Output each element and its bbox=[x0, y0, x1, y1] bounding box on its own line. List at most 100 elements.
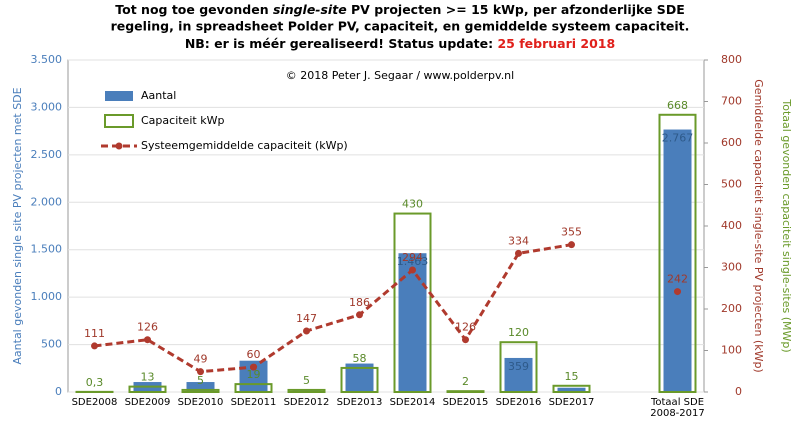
value-label: 2 bbox=[462, 375, 469, 388]
point bbox=[144, 336, 151, 344]
y-tick-label: 500 bbox=[41, 338, 62, 351]
legend-swatch bbox=[104, 114, 134, 128]
x-tick-label: SDE2011 bbox=[230, 397, 277, 408]
outline-bar bbox=[234, 383, 273, 393]
y-tick-label: 3.500 bbox=[31, 53, 63, 66]
x-tick-label: SDE2016 bbox=[495, 397, 542, 408]
value-label: 126 bbox=[137, 321, 158, 334]
value-label: 111 bbox=[84, 327, 105, 340]
chart-title-line: Tot nog toe gevonden single-site PV proj… bbox=[115, 2, 684, 17]
y2-tick-label: 300 bbox=[721, 261, 742, 274]
y-tick-label: 3.000 bbox=[31, 100, 63, 113]
y-axis-title: Aantal gevonden single site PV projecten… bbox=[11, 87, 24, 364]
y2-tick-label: 0 bbox=[735, 385, 742, 398]
y2-tick-label: 100 bbox=[721, 344, 742, 357]
point bbox=[462, 336, 469, 344]
value-label: 126 bbox=[455, 321, 476, 334]
legend-label: Systeemgemiddelde capaciteit (kWp) bbox=[141, 139, 348, 152]
value-label: 294 bbox=[402, 251, 423, 264]
title-part: PV projecten >= 15 kWp, per afzonderlijk… bbox=[347, 2, 685, 17]
y-tick-label: 1.000 bbox=[31, 290, 63, 303]
legend-label: Aantal bbox=[141, 89, 176, 102]
value-label: 242 bbox=[667, 273, 688, 286]
y2-tick-label: 200 bbox=[721, 302, 742, 315]
outline-bar bbox=[552, 384, 591, 393]
bar bbox=[557, 387, 586, 392]
chart-title-line: NB: er is méér gerealiseerd! Status upda… bbox=[185, 36, 615, 51]
title-part: Tot nog toe gevonden bbox=[115, 2, 273, 17]
bar bbox=[186, 382, 215, 392]
y2-tick-label: 500 bbox=[721, 178, 742, 191]
value-label: 2.767 bbox=[662, 132, 694, 145]
value-label: 58 bbox=[353, 352, 367, 365]
title-part: 25 februari 2018 bbox=[497, 36, 615, 51]
x-tick-label: SDE2008 bbox=[71, 397, 118, 408]
value-label: 334 bbox=[508, 234, 529, 247]
outline-bar bbox=[393, 212, 432, 393]
value-label: 15 bbox=[565, 370, 579, 383]
outline-bar bbox=[340, 366, 379, 393]
value-label: 49 bbox=[194, 353, 208, 366]
value-label: 186 bbox=[349, 296, 370, 309]
outline-bar bbox=[287, 388, 326, 393]
point bbox=[515, 249, 522, 257]
legend-swatch bbox=[105, 91, 133, 101]
value-label: 1.463 bbox=[397, 255, 429, 268]
chart-title-line: regeling, in spreadsheet Polder PV, capa… bbox=[111, 19, 690, 34]
legend-label: Capaciteit kWp bbox=[141, 114, 224, 127]
y3-axis-title: Totaal gevonden capaciteit single-sites … bbox=[780, 98, 793, 352]
value-label: 120 bbox=[508, 326, 529, 339]
value-label: 668 bbox=[667, 99, 688, 112]
outline-bar bbox=[446, 390, 485, 394]
x-tick-label: SDE2017 bbox=[548, 397, 595, 408]
y-tick-label: 2.500 bbox=[31, 148, 63, 161]
bar bbox=[663, 129, 692, 393]
y-tick-label: 1.500 bbox=[31, 243, 63, 256]
point bbox=[568, 241, 575, 249]
x-tick-label: SDE2009 bbox=[124, 397, 171, 408]
x-tick-label: SDE2015 bbox=[442, 397, 489, 408]
value-label: 13 bbox=[141, 371, 155, 384]
y2-tick-label: 800 bbox=[721, 53, 742, 66]
point bbox=[303, 327, 310, 335]
value-label: 355 bbox=[561, 226, 582, 239]
outline-bar bbox=[658, 113, 697, 393]
y-tick-label: 2.000 bbox=[31, 195, 63, 208]
value-label: 60 bbox=[247, 348, 261, 361]
x-tick-label: Totaal SDE 2008-2017 bbox=[650, 397, 705, 419]
bar bbox=[398, 253, 427, 392]
outline-bar bbox=[181, 388, 220, 393]
x-tick-label: SDE2012 bbox=[283, 397, 330, 408]
x-tick-label: SDE2013 bbox=[336, 397, 383, 408]
y-tick-label: 0 bbox=[55, 385, 62, 398]
point bbox=[91, 342, 98, 350]
value-label: 0,3 bbox=[86, 376, 104, 389]
line bbox=[95, 245, 678, 372]
y2-axis-title: Gemiddelde capaciteit single-site PV pro… bbox=[752, 79, 765, 372]
y2-tick-label: 400 bbox=[721, 219, 742, 232]
value-label: 147 bbox=[296, 312, 317, 325]
value-label: 5 bbox=[303, 374, 310, 387]
title-part: single-site bbox=[273, 2, 347, 17]
outline-bar bbox=[499, 341, 538, 394]
point bbox=[356, 311, 363, 319]
y2-tick-label: 600 bbox=[721, 136, 742, 149]
y2-tick-label: 700 bbox=[721, 95, 742, 108]
point bbox=[250, 363, 257, 371]
x-tick-label: SDE2010 bbox=[177, 397, 224, 408]
point bbox=[197, 368, 204, 376]
x-tick-label: SDE2014 bbox=[389, 397, 436, 408]
legend-swatch bbox=[115, 142, 123, 150]
value-label: 19 bbox=[247, 368, 261, 381]
outline-bar bbox=[128, 385, 167, 394]
point bbox=[674, 288, 681, 296]
point bbox=[409, 266, 416, 274]
annotation: © 2018 Peter J. Segaar / www.polderpv.nl bbox=[286, 69, 514, 82]
bar bbox=[504, 357, 533, 392]
plot-frame bbox=[67, 59, 705, 393]
title-part: NB: er is méér gerealiseerd! Status upda… bbox=[185, 36, 498, 51]
value-label: 359 bbox=[508, 360, 529, 373]
value-label: 430 bbox=[402, 198, 423, 211]
